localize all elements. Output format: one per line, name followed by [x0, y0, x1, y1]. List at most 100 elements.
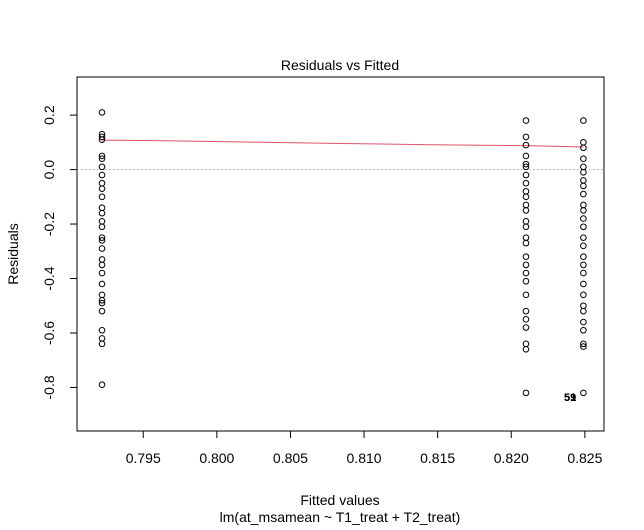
residual-point	[522, 269, 530, 277]
residual-point	[98, 136, 106, 143]
y-axis-label: Residuals	[5, 223, 21, 284]
model-formula: lm(at_msamean ~ T1_treat + T2_treat)	[220, 509, 461, 525]
residual-point	[580, 144, 587, 152]
residual-point	[98, 185, 106, 192]
point-label: 59	[564, 392, 576, 404]
y-tick-label: -0.2	[41, 212, 57, 236]
residual-point	[580, 190, 587, 198]
residual-point	[98, 261, 106, 269]
y-tick-label: 0.0	[41, 160, 57, 180]
x-axis: 0.795 0.800 0.805 0.810 0.815 0.820 0.825	[126, 430, 603, 466]
residual-point	[580, 207, 587, 214]
residual-point	[522, 261, 530, 269]
x-tick-label: 0.820	[494, 450, 529, 466]
residual-point	[580, 242, 587, 250]
residual-points	[98, 109, 587, 397]
residual-point	[580, 389, 587, 397]
residual-point	[98, 381, 106, 389]
residual-point	[580, 155, 587, 162]
residual-point	[580, 280, 587, 288]
residual-point	[580, 223, 587, 231]
residual-point	[580, 253, 587, 261]
residual-point	[580, 201, 587, 209]
residual-point	[580, 307, 587, 315]
residual-point	[98, 326, 106, 334]
residual-point	[98, 204, 106, 212]
residual-point	[522, 346, 530, 353]
residual-point	[522, 389, 530, 397]
smooth-line	[102, 139, 584, 148]
residual-point	[522, 253, 530, 261]
residual-point	[522, 160, 530, 168]
residual-point	[522, 234, 530, 241]
residual-point	[98, 193, 106, 201]
residual-point	[522, 218, 530, 225]
residual-point	[98, 155, 106, 162]
residual-point	[98, 133, 106, 141]
residual-point	[580, 302, 587, 310]
residual-point	[522, 277, 530, 285]
residual-point	[98, 307, 106, 315]
residual-point	[98, 269, 106, 277]
residual-point	[522, 201, 530, 209]
x-tick-label: 0.825	[567, 450, 602, 466]
residual-point	[98, 291, 106, 299]
residual-point	[98, 223, 106, 231]
residual-point	[522, 171, 530, 179]
residual-point	[98, 296, 106, 304]
residual-point	[98, 218, 106, 225]
residual-point	[580, 163, 587, 171]
x-tick-label: 0.805	[273, 450, 308, 466]
residual-point	[98, 234, 106, 241]
residual-point	[98, 340, 106, 348]
residual-point	[98, 179, 106, 187]
residual-point	[522, 316, 530, 323]
residual-point	[98, 109, 106, 116]
residual-point	[580, 139, 587, 146]
y-tick-label: -0.4	[41, 266, 57, 290]
residual-point	[98, 209, 106, 217]
residual-point	[580, 318, 587, 326]
residual-point	[522, 324, 530, 331]
residual-point	[522, 340, 530, 348]
residual-point	[522, 152, 530, 160]
x-tick-label: 0.795	[126, 450, 161, 466]
residual-point	[522, 133, 530, 141]
residual-point	[580, 291, 587, 299]
chart-title: Residuals vs Fitted	[281, 57, 399, 73]
residual-point	[98, 152, 106, 160]
residual-point	[98, 256, 106, 263]
point-label: 51	[564, 392, 576, 404]
residual-point	[522, 188, 530, 195]
residual-point	[98, 335, 106, 342]
x-tick-label: 0.810	[347, 450, 382, 466]
y-tick-label: 0.2	[41, 105, 57, 125]
residual-point	[580, 261, 587, 269]
y-tick-label: -0.8	[41, 375, 57, 399]
residual-point	[580, 343, 587, 350]
x-tick-label: 0.800	[199, 450, 234, 466]
residual-point	[522, 307, 530, 315]
residual-point	[522, 163, 530, 171]
residual-point	[98, 163, 106, 171]
residual-point	[580, 117, 587, 124]
x-tick-label: 0.815	[420, 450, 455, 466]
residual-point	[522, 117, 530, 124]
residual-point	[580, 340, 587, 348]
residual-point	[98, 171, 106, 179]
residual-point	[522, 193, 530, 201]
residual-point	[522, 291, 530, 299]
residual-point	[98, 280, 106, 288]
residual-point	[522, 141, 530, 149]
residual-point	[98, 299, 106, 307]
x-axis-label: Fitted values	[300, 492, 379, 508]
y-tick-label: -0.6	[41, 321, 57, 345]
residual-point	[580, 326, 587, 334]
residual-point	[522, 179, 530, 187]
y-axis: 0.2 0.0 -0.2 -0.4 -0.6 -0.8	[41, 105, 78, 399]
residual-point	[580, 169, 587, 176]
residual-point	[580, 234, 587, 241]
residual-point	[580, 215, 587, 222]
